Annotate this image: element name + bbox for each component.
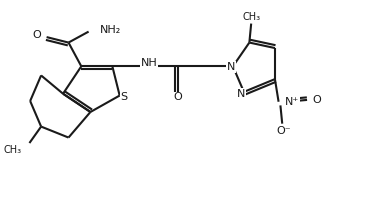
Text: CH₃: CH₃ (4, 145, 22, 155)
Text: NH: NH (141, 58, 157, 68)
Text: CH₃: CH₃ (242, 12, 260, 22)
Text: NH₂: NH₂ (100, 25, 121, 35)
Text: S: S (120, 92, 128, 102)
Text: O⁻: O⁻ (277, 126, 291, 136)
Text: N⁺: N⁺ (285, 97, 299, 107)
Text: N: N (227, 62, 235, 72)
Text: O: O (174, 92, 182, 102)
Text: O: O (32, 30, 41, 40)
Text: N: N (237, 89, 245, 99)
Text: O: O (312, 95, 321, 105)
